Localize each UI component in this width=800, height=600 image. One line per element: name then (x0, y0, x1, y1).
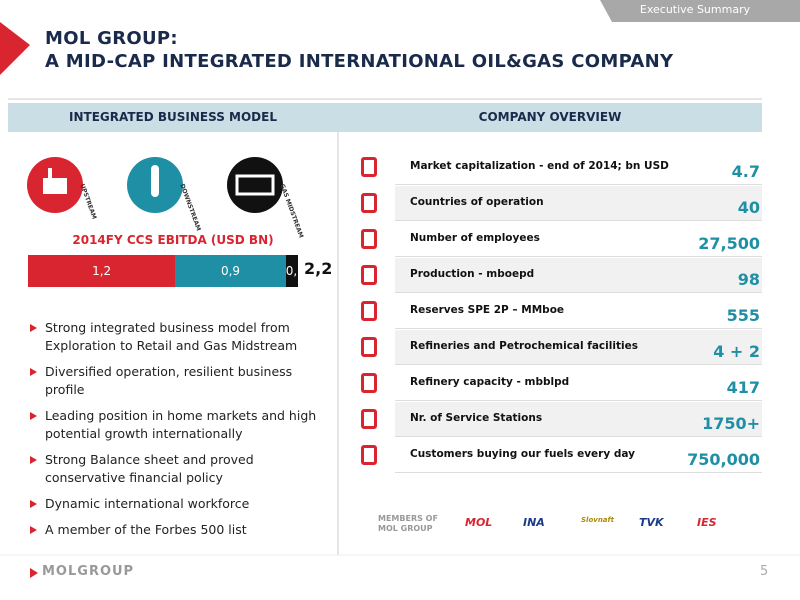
table-row (395, 402, 762, 437)
row-label: Number of employees (410, 232, 540, 244)
table-row (395, 186, 762, 221)
bullet-marker (30, 324, 37, 332)
row-icon (361, 265, 377, 285)
table-row (395, 150, 762, 185)
bullet-marker (30, 500, 37, 508)
row-icon (361, 409, 377, 429)
title: A MID-CAP INTEGRATED INTERNATIONAL OIL&G… (45, 51, 674, 72)
member-logo: Slovnaft (581, 516, 614, 524)
bullet: Leading position in home markets and hig… (45, 408, 317, 441)
bullet: Dynamic international workforce (45, 496, 250, 511)
row-value: 27,500 (698, 234, 760, 253)
ebitda-total: 2,2 (304, 259, 333, 278)
member-logo: IES (697, 516, 717, 529)
page-number: 5 (760, 564, 769, 579)
ebitda-bar: 1,2 (28, 255, 176, 287)
row-label: Countries of operation (410, 196, 544, 208)
section-band (8, 103, 762, 132)
bullet-marker (30, 412, 37, 420)
table-row (395, 294, 762, 329)
row-value: 1750+ (702, 414, 760, 433)
row-icon (361, 229, 377, 249)
row-label: Market capitalization - end of 2014; bn … (410, 160, 669, 172)
row-value: 750,000 (687, 450, 760, 469)
bullet-marker (30, 456, 37, 464)
row-value: 4 + 2 (713, 342, 760, 361)
row-icon (361, 373, 377, 393)
row-icon (361, 157, 377, 177)
row-value: 98 (737, 270, 760, 289)
member-logo: MOL (465, 516, 493, 529)
section-heading: INTEGRATED BUSINESS MODEL (69, 110, 277, 124)
row-label: Customers buying our fuels every day (410, 448, 635, 460)
ebitda-bar: 0,1 (285, 255, 305, 287)
bullet: Diversified operation, resilient busines… (45, 364, 293, 397)
row-icon (361, 337, 377, 357)
row-value: 40 (737, 198, 760, 217)
row-label: Refineries and Petrochemical facilities (410, 340, 638, 352)
section-heading: COMPANY OVERVIEW (478, 110, 622, 124)
title: MOL GROUP: (45, 28, 178, 49)
row-value: 555 (726, 306, 760, 325)
row-label: Reserves SPE 2P – MMboe (410, 304, 565, 316)
row-label: Production - mboepd (410, 268, 535, 280)
row-icon (361, 193, 377, 213)
bullet: A member of the Forbes 500 list (45, 522, 247, 537)
row-icon (361, 301, 377, 321)
ebitda-bar: 0,9 (175, 255, 286, 287)
row-value: 4.7 (731, 162, 760, 181)
bullet-marker (30, 368, 37, 376)
table-row (395, 438, 762, 473)
row-icon (361, 445, 377, 465)
footer-logo: MOLGROUP (42, 564, 135, 579)
bullet: Strong integrated business model from Ex… (45, 320, 298, 353)
bullet: Strong Balance sheet and proved conserva… (45, 452, 254, 485)
member-logo: TVK (639, 516, 664, 529)
members-label: MEMBERS OF MOL GROUP (378, 514, 438, 533)
bullet-marker (30, 526, 37, 534)
table-row (395, 222, 762, 257)
tab: Executive Summary (639, 3, 751, 16)
row-label: Nr. of Service Stations (410, 412, 543, 424)
table-row (395, 330, 762, 365)
member-logo: INA (523, 516, 545, 529)
table-row (395, 366, 762, 401)
row-label: Refinery capacity - mbblpd (410, 376, 570, 388)
table-row (395, 258, 762, 293)
ebitda-title: 2014FY CCS EBITDA (USD BN) (72, 233, 274, 247)
row-value: 417 (726, 378, 760, 397)
